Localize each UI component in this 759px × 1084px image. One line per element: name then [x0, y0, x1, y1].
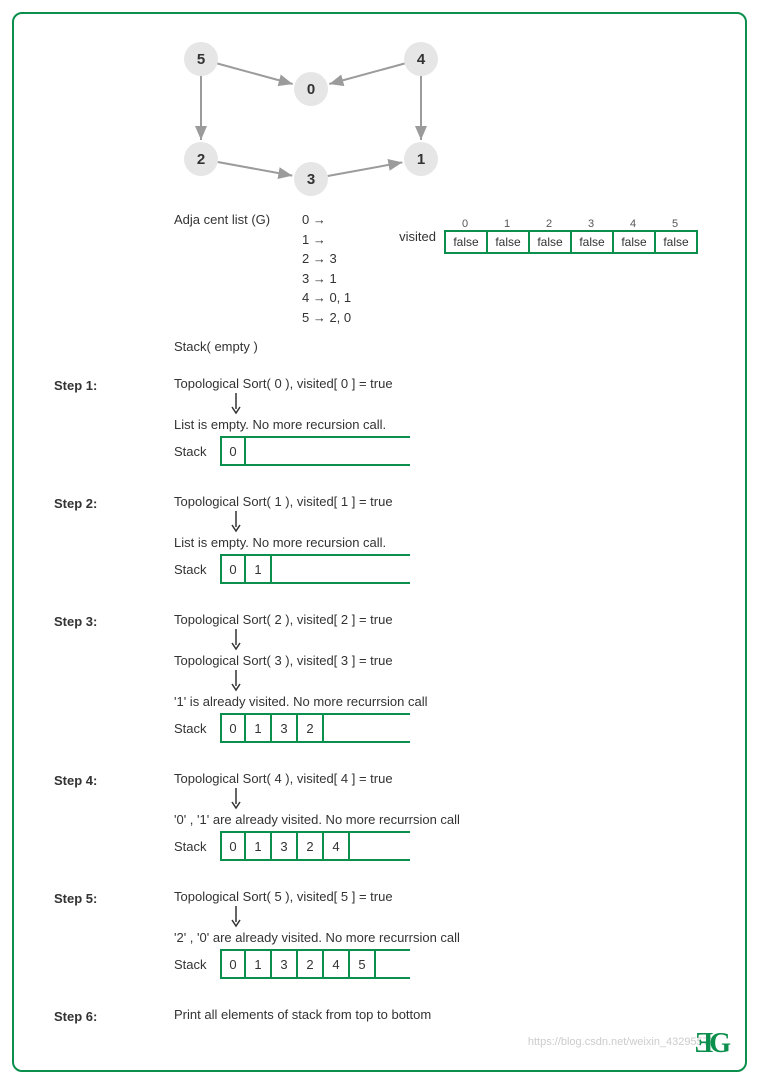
arrow-down-icon	[230, 629, 242, 651]
visited-label: visited	[399, 229, 436, 244]
stack-display: Stack0	[174, 436, 705, 466]
stack-display: Stack0132	[174, 713, 705, 743]
watermark: https://blog.csdn.net/weixin_43295579	[528, 1036, 715, 1048]
stack-cell: 0	[220, 833, 246, 859]
step-text: Print all elements of stack from top to …	[174, 1007, 705, 1022]
stack-display: Stack01	[174, 554, 705, 584]
step-text: List is empty. No more recursion call.	[174, 535, 705, 550]
visited-cell: false	[488, 230, 530, 254]
stack-cell: 2	[298, 715, 324, 741]
diagram-frame: 504231 Adja cent list (G) 0 →1 →2 → 33 →…	[12, 12, 747, 1072]
stack-cell: 1	[246, 833, 272, 859]
adjacency-label: Adja cent list (G)	[174, 210, 284, 227]
step: Step 5:Topological Sort( 5 ), visited[ 5…	[54, 889, 705, 979]
graph-node: 5	[184, 42, 218, 76]
stack-cell: 0	[220, 951, 246, 977]
step-text: Topological Sort( 2 ), visited[ 2 ] = tr…	[174, 612, 705, 627]
stack-display: Stack01324	[174, 831, 705, 861]
adjacency-item: 5 → 2, 0	[302, 308, 351, 328]
visited-cell: false	[446, 230, 488, 254]
arrow-down-icon	[230, 393, 242, 415]
step-text: Topological Sort( 4 ), visited[ 4 ] = tr…	[174, 771, 705, 786]
step-text: '0' , '1' are already visited. No more r…	[174, 812, 705, 827]
stack-cell: 3	[272, 715, 298, 741]
adjacency-item: 4 → 0, 1	[302, 288, 351, 308]
adjacency-row: Adja cent list (G) 0 →1 →2 → 33 → 14 → 0…	[174, 210, 705, 327]
stack-label: Stack	[174, 562, 220, 577]
steps-container: Step 1:Topological Sort( 0 ), visited[ 0…	[54, 376, 705, 1024]
arrow-down-icon	[230, 788, 242, 810]
arrow-down-icon	[230, 670, 242, 692]
stack-cell: 5	[350, 951, 376, 977]
adjacency-item: 3 → 1	[302, 269, 351, 289]
step: Step 1:Topological Sort( 0 ), visited[ 0…	[54, 376, 705, 466]
graph-node: 1	[404, 142, 438, 176]
stack-label: Stack	[174, 721, 220, 736]
adjacency-list: 0 →1 →2 → 33 → 14 → 0, 15 → 2, 0	[302, 210, 351, 327]
step-text: Topological Sort( 5 ), visited[ 5 ] = tr…	[174, 889, 705, 904]
stack-cell: 2	[298, 951, 324, 977]
arrow-down-icon	[230, 906, 242, 928]
stack-cell: 0	[220, 556, 246, 582]
step-text: Topological Sort( 1 ), visited[ 1 ] = tr…	[174, 494, 705, 509]
step-label: Step 5:	[54, 889, 174, 979]
visited-cell: false	[656, 230, 698, 254]
stack-cell: 3	[272, 833, 298, 859]
step-label: Step 1:	[54, 376, 174, 466]
visited-cell: false	[530, 230, 572, 254]
stack-label: Stack	[174, 444, 220, 459]
graph-node: 4	[404, 42, 438, 76]
stack-cell: 3	[272, 951, 298, 977]
step-text: List is empty. No more recursion call.	[174, 417, 705, 432]
stack-cell: 4	[324, 833, 350, 859]
step: Step 3:Topological Sort( 2 ), visited[ 2…	[54, 612, 705, 743]
step-label: Step 2:	[54, 494, 174, 584]
visited-cell: false	[572, 230, 614, 254]
stack-empty-label: Stack( empty )	[174, 339, 705, 354]
stack-cell: 1	[246, 715, 272, 741]
step: Step 6:Print all elements of stack from …	[54, 1007, 705, 1024]
step-label: Step 4:	[54, 771, 174, 861]
stack-cell: 1	[246, 556, 272, 582]
step-text: Topological Sort( 3 ), visited[ 3 ] = tr…	[174, 653, 705, 668]
graph: 504231	[174, 42, 454, 192]
step: Step 4:Topological Sort( 4 ), visited[ 4…	[54, 771, 705, 861]
stack-label: Stack	[174, 839, 220, 854]
step-text: '2' , '0' are already visited. No more r…	[174, 930, 705, 945]
step: Step 2:Topological Sort( 1 ), visited[ 1…	[54, 494, 705, 584]
adjacency-item: 1 →	[302, 230, 351, 250]
stack-cell: 0	[220, 715, 246, 741]
visited-array: visited 012345 falsefalsefalsefalsefalse…	[399, 218, 698, 254]
adjacency-item: 2 → 3	[302, 249, 351, 269]
stack-cell: 4	[324, 951, 350, 977]
logo-icon: ƎG	[695, 1028, 727, 1060]
stack-label: Stack	[174, 957, 220, 972]
step-text: Topological Sort( 0 ), visited[ 0 ] = tr…	[174, 376, 705, 391]
step-text: '1' is already visited. No more recurrsi…	[174, 694, 705, 709]
graph-node: 2	[184, 142, 218, 176]
step-label: Step 3:	[54, 612, 174, 743]
stack-cell: 0	[220, 438, 246, 464]
stack-cell: 2	[298, 833, 324, 859]
adjacency-item: 0 →	[302, 210, 351, 230]
visited-cell: false	[614, 230, 656, 254]
arrow-down-icon	[230, 511, 242, 533]
stack-display: Stack013245	[174, 949, 705, 979]
graph-node: 0	[294, 72, 328, 106]
graph-node: 3	[294, 162, 328, 196]
stack-cell: 1	[246, 951, 272, 977]
step-label: Step 6:	[54, 1007, 174, 1024]
